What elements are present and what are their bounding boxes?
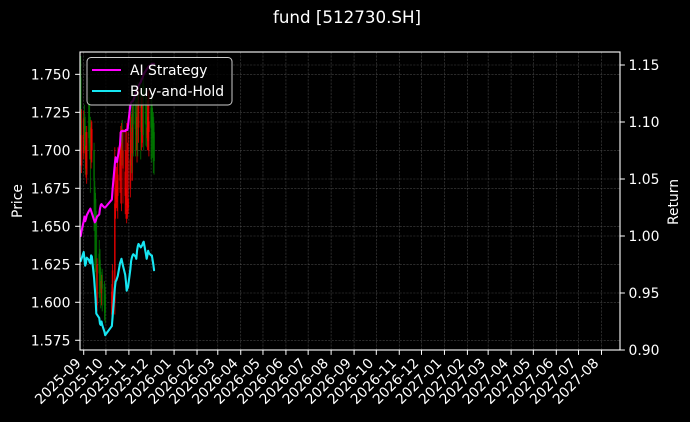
candle-body [116, 174, 119, 196]
legend: AI Strategy Buy-and-Hold [86, 57, 233, 106]
candle-body [130, 139, 132, 166]
y-tick-label-right: 1.00 [629, 229, 660, 245]
y-tick-label-right: 1.15 [629, 58, 660, 74]
candle-body [80, 135, 83, 166]
candle-body [125, 188, 127, 206]
candle [122, 129, 124, 204]
x-axis-tick-labels: 2025-092025-102025-112025-122026-012026-… [32, 355, 602, 407]
candle-body [83, 113, 86, 136]
candle-body [96, 264, 98, 306]
candle [80, 56, 82, 151]
candle [80, 109, 83, 174]
y-tick-label-left: 1.625 [31, 257, 71, 273]
candle-body [111, 270, 114, 312]
candle-body [151, 104, 153, 128]
candle-body [99, 271, 102, 289]
candle-body [82, 118, 85, 154]
candle-body [121, 132, 124, 143]
candle-body [93, 150, 95, 181]
candle [153, 122, 155, 175]
y-axis-label-right: Return [666, 179, 682, 225]
candle-body [127, 198, 129, 209]
candle-body [104, 294, 106, 313]
candle [101, 268, 104, 312]
candle-body [129, 159, 132, 189]
chart-title: fund [512730.SH] [273, 7, 421, 27]
candle-body [131, 127, 134, 154]
candle-body [125, 209, 128, 219]
candle [127, 132, 129, 215]
candle [96, 258, 98, 312]
candle-body [85, 132, 88, 175]
candle-body [153, 132, 155, 161]
y-tick-label-right: 1.10 [629, 115, 660, 131]
candle [85, 126, 88, 184]
left-y-axis-tick-labels: 1.575 1.600 1.625 1.650 1.675 1.700 1.725 1.750 [31, 67, 71, 349]
buy-and-hold-line [80, 240, 156, 337]
candle [125, 150, 127, 219]
legend-label-ai-strategy: AI Strategy [130, 63, 208, 79]
y-tick-label-left: 1.675 [31, 181, 71, 197]
candle-body [148, 121, 150, 133]
y-tick-label-right: 0.95 [629, 286, 660, 302]
candle-body [124, 171, 126, 196]
candle-body [94, 198, 97, 228]
y-tick-label-right: 1.05 [629, 172, 660, 188]
candle-body [84, 126, 86, 151]
candle [104, 287, 106, 324]
legend-label-buy-and-hold: Buy-and-Hold [130, 84, 224, 100]
y-tick-label-right: 0.90 [629, 343, 660, 359]
plot-frame [79, 51, 621, 351]
candle-body [132, 104, 135, 125]
y-tick-label-left: 1.575 [31, 333, 71, 349]
candle [136, 101, 138, 163]
y-tick-label-left: 1.650 [31, 219, 71, 235]
candle-body [80, 77, 82, 140]
candle-body [131, 113, 133, 133]
candle-body [141, 103, 144, 143]
candle [94, 180, 96, 289]
candle-body [120, 135, 123, 158]
candle-body [95, 218, 98, 263]
right-y-axis-tick-labels: 0.90 0.95 1.00 1.05 1.10 1.15 [629, 58, 660, 359]
y-axis-label-left: Price [10, 184, 26, 218]
candle-body [101, 274, 104, 289]
candle-body [91, 129, 93, 151]
candle-body [114, 203, 116, 303]
candle-body [137, 100, 140, 128]
y-tick-label-left: 1.725 [31, 105, 71, 121]
candle-body [145, 107, 148, 136]
candle [91, 121, 93, 163]
y-tick-label-left: 1.750 [31, 67, 71, 83]
candle-body [122, 150, 124, 169]
candle-body [94, 186, 96, 204]
y-tick-label-left: 1.700 [31, 143, 71, 159]
legend-box [86, 57, 233, 106]
candle-body [136, 116, 138, 151]
y-tick-label-left: 1.600 [31, 295, 71, 311]
axis-ticks [75, 64, 625, 355]
